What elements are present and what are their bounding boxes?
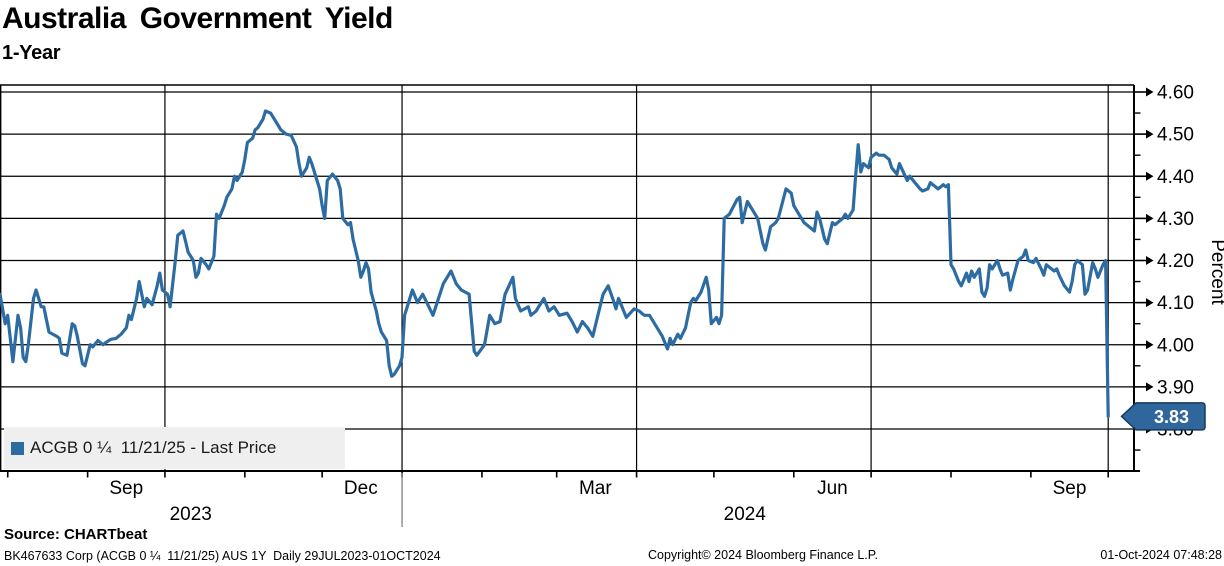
series-label: ACGB 0 ¼ 11/21/25 - Last Price [30,438,277,457]
x-month-label: Dec [344,478,378,499]
x-month-label: Mar [579,478,612,499]
y-tick-label: 4.10 [1157,293,1194,314]
footer-copyright: Copyright© 2024 Bloomberg Finance L.P. [648,548,878,562]
plot-area[interactable] [0,85,1134,471]
y-tick-arrow-icon [1146,213,1154,223]
legend: ACGB 0 ¼ 11/21/25 - Last Price [4,427,345,469]
y-tick-arrow-icon [1146,129,1154,139]
y-tick-arrow-icon [1146,340,1154,350]
price-line [0,109,1110,418]
y-tick-label: 4.20 [1157,251,1194,272]
y-tick-arrow-icon [1146,171,1154,181]
y-tick-label: 4.30 [1157,209,1194,230]
y-tick-arrow-icon [1146,298,1154,308]
x-month-label: Sep [1053,478,1087,499]
series-marker-icon [11,441,24,455]
y-tick-arrow-icon [1146,256,1154,265]
footer-timestamp: 01-Oct-2024 07:48:28 [1100,548,1222,562]
source-line: Source: CHARTbeat [4,526,148,543]
chart-subtitle: 1-Year [2,42,61,64]
chart-title: Australia Government Yield [2,2,393,35]
y-tick-label: 3.90 [1157,377,1194,398]
y-tick-label: 4.50 [1157,125,1194,146]
last-price-badge[interactable] [1120,402,1206,431]
y-tick-arrow-icon [1146,382,1154,392]
y-axis-title: Percent [1207,239,1224,305]
x-month-label: Jun [817,478,848,499]
y-tick-label: 4.40 [1157,167,1194,188]
y-tick-arrow-icon [1146,87,1154,97]
x-year-label: 2023 [170,504,212,525]
x-year-label: 2024 [724,504,767,525]
footer-security-info: BK467633 Corp (ACGB 0 ¼ 11/21/25) AUS 1Y… [4,549,441,563]
x-month-label: Sep [109,478,143,499]
y-tick-label: 4.00 [1157,335,1194,356]
last-price-value: 3.83 [1154,407,1189,427]
y-tick-label: 4.60 [1157,83,1194,104]
